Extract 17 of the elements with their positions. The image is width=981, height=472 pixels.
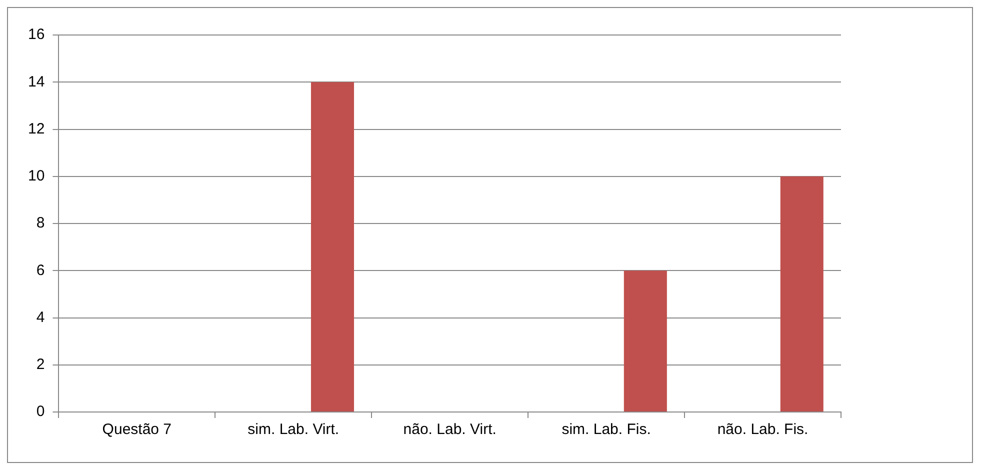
y-tick-label: 0	[36, 403, 45, 420]
x-tick-label: não. Lab. Fis.	[717, 421, 808, 438]
y-tick-label: 12	[28, 120, 45, 138]
y-tick-label: 16	[28, 26, 45, 44]
y-tick-label: 10	[28, 168, 45, 185]
x-tick-label: não. Lab. Virt.	[403, 421, 496, 438]
y-tick-label: 8	[36, 214, 45, 232]
bar	[310, 82, 354, 412]
y-tick-label: 2	[36, 356, 45, 374]
x-tick-label: sim. Lab. Fis.	[562, 421, 651, 438]
y-tick-label: 6	[36, 262, 45, 279]
y-tick-label: 14	[28, 73, 45, 90]
y-tick-label: 4	[36, 308, 45, 326]
x-tick-label: Questão 7	[102, 421, 172, 438]
bar	[780, 176, 824, 412]
bar	[624, 270, 667, 412]
x-tick-label: sim. Lab. Virt.	[248, 421, 340, 438]
